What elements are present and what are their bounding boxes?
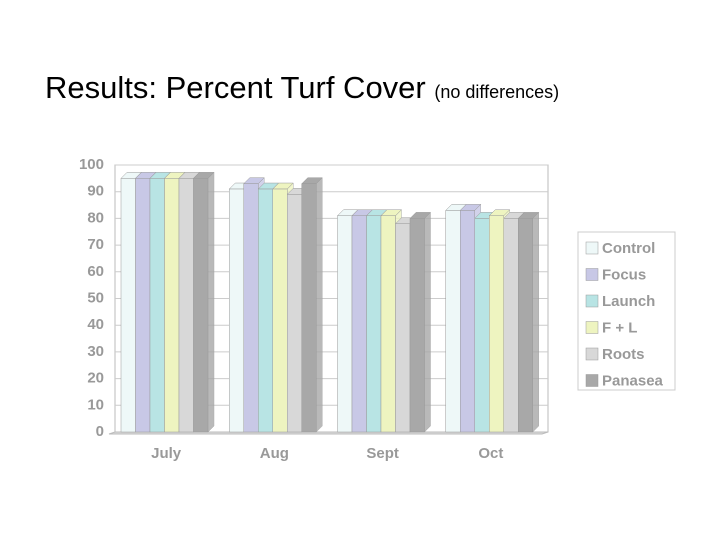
legend-label: Panasea bbox=[602, 372, 664, 389]
slide-title: Results: Percent Turf Cover (no differen… bbox=[45, 70, 559, 106]
legend-label: Launch bbox=[602, 293, 655, 310]
bar bbox=[120, 178, 136, 433]
legend-swatch bbox=[585, 347, 599, 361]
title-note: (no differences) bbox=[434, 82, 560, 102]
y-tick-label: 20 bbox=[87, 370, 104, 387]
y-tick-label: 70 bbox=[87, 236, 104, 253]
bar-side bbox=[532, 211, 539, 433]
y-tick-label: 90 bbox=[87, 183, 104, 200]
legend-swatch bbox=[585, 321, 599, 334]
y-tick-label: 80 bbox=[87, 209, 104, 226]
bar bbox=[445, 210, 461, 433]
bar bbox=[351, 215, 367, 433]
legend-label: F + L bbox=[602, 319, 637, 336]
bar bbox=[149, 178, 165, 433]
bar bbox=[366, 215, 382, 433]
floor bbox=[108, 431, 549, 435]
bar bbox=[258, 188, 273, 433]
y-tick-label: 50 bbox=[87, 289, 104, 306]
bar bbox=[193, 178, 209, 433]
x-tick-label: July bbox=[151, 445, 182, 462]
legend-label: Control bbox=[602, 240, 655, 257]
y-tick-label: 0 bbox=[96, 423, 104, 440]
bar bbox=[301, 183, 317, 433]
x-tick-label: Aug bbox=[260, 445, 289, 462]
bar bbox=[489, 215, 504, 433]
legend-swatch bbox=[585, 268, 599, 281]
bar bbox=[503, 218, 519, 433]
bar bbox=[337, 215, 353, 433]
bar bbox=[229, 188, 244, 433]
y-tick-label: 30 bbox=[87, 343, 104, 360]
y-tick-label: 100 bbox=[79, 156, 104, 173]
bar-side bbox=[316, 177, 323, 433]
legend-label: Focus bbox=[602, 266, 646, 283]
bar bbox=[380, 215, 396, 433]
legend-box bbox=[577, 231, 676, 391]
title-text: Results: Percent Turf Cover bbox=[45, 70, 426, 105]
y-tick-label: 60 bbox=[87, 263, 104, 280]
bar bbox=[243, 183, 259, 433]
bar bbox=[287, 194, 302, 433]
legend-swatch bbox=[585, 374, 599, 387]
bar bbox=[164, 178, 180, 433]
x-tick-label: Sept bbox=[366, 445, 399, 462]
bar bbox=[474, 218, 490, 433]
bar bbox=[518, 218, 533, 433]
bar bbox=[272, 188, 288, 433]
bar bbox=[135, 178, 151, 433]
x-tick-label: Oct bbox=[478, 445, 503, 462]
bar bbox=[409, 218, 425, 433]
y-tick-label: 10 bbox=[87, 396, 104, 413]
bar-side bbox=[424, 211, 431, 433]
bar-side bbox=[207, 171, 215, 433]
bar bbox=[178, 178, 194, 433]
legend-swatch bbox=[585, 294, 599, 308]
bar bbox=[395, 223, 411, 433]
legend-label: Roots bbox=[602, 346, 645, 363]
y-tick-label: 40 bbox=[87, 316, 104, 333]
legend-swatch bbox=[585, 241, 599, 255]
bar bbox=[460, 210, 475, 433]
